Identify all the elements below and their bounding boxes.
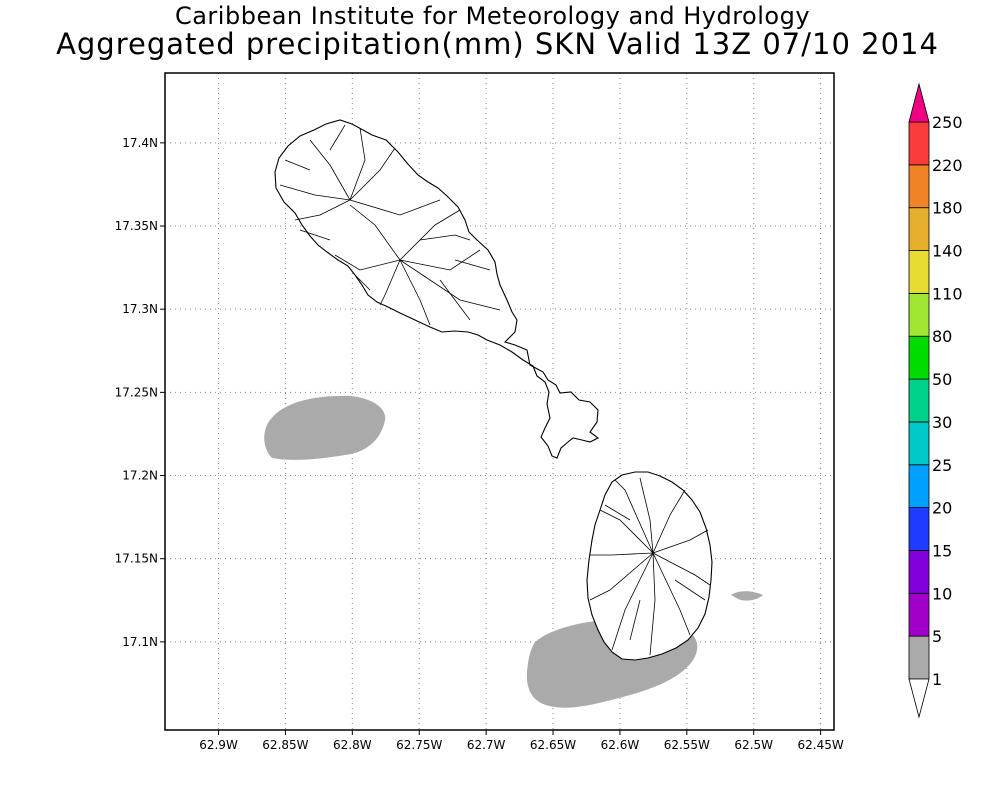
- latitude-tick-labels: 17.4N 17.35N 17.3N 17.25N 17.2N 17.15N 17.1N: [115, 136, 165, 649]
- lon-tick-label: 62.55W: [664, 738, 710, 752]
- colorbar-label: 30: [932, 413, 952, 432]
- lat-tick-label: 17.35N: [115, 219, 158, 233]
- lat-tick-label: 17.15N: [115, 552, 158, 566]
- colorbar-segment: [908, 378, 930, 423]
- lon-tick-label: 62.65W: [530, 738, 576, 752]
- colorbar-segment: [908, 164, 930, 209]
- colorbar-label: 15: [932, 541, 952, 560]
- colorbar-segment: [908, 292, 930, 337]
- lat-tick-label: 17.25N: [115, 385, 158, 399]
- lat-tick-label: 17.1N: [122, 635, 158, 649]
- island-saint-kitts: [274, 119, 600, 459]
- lon-tick-label: 62.6W: [601, 738, 640, 752]
- lon-tick-label: 62.5W: [734, 738, 773, 752]
- chart-subtitle: Aggregated precipitation(mm) SKN Valid 1…: [56, 27, 939, 61]
- chart-title: Caribbean Institute for Meteorology and …: [174, 2, 811, 30]
- colorbar-segment: [908, 335, 930, 380]
- colorbar-label: 50: [932, 370, 952, 389]
- colorbar-label: 110: [932, 284, 963, 303]
- colorbar-segment: [908, 121, 930, 166]
- lat-tick-label: 17.3N: [122, 302, 158, 316]
- colorbar-segment: [908, 464, 930, 509]
- lon-tick-label: 62.75W: [396, 738, 442, 752]
- colorbar-label: 140: [932, 242, 963, 261]
- colorbar-segment: [908, 250, 930, 294]
- precip-area-west: [264, 395, 386, 460]
- colorbar-segment: [908, 507, 930, 551]
- colorbar-segment: [908, 550, 930, 594]
- colorbar-segment: [908, 592, 930, 637]
- plot-frame: [164, 72, 835, 731]
- colorbar-label: 5: [932, 627, 942, 646]
- lon-tick-label: 62.85W: [262, 738, 308, 752]
- island-nevis: [586, 471, 713, 661]
- colorbar-segment: [908, 207, 930, 251]
- lon-tick-label: 62.9W: [199, 738, 238, 752]
- colorbar-label: 180: [932, 199, 963, 218]
- lon-tick-label: 62.7W: [467, 738, 506, 752]
- colorbar-label: 20: [932, 499, 952, 518]
- colorbar-label: 1: [932, 670, 942, 689]
- precip-area-east: [731, 591, 763, 601]
- colorbar-label: 80: [932, 327, 952, 346]
- colorbar-label: 220: [932, 156, 963, 175]
- grid-lines: [165, 73, 834, 730]
- colorbar-top-arrow: [908, 82, 930, 123]
- colorbar-label: 250: [932, 113, 963, 132]
- colorbar-bottom-arrow: [908, 678, 930, 719]
- longitude-tick-labels: 62.9W 62.85W 62.8W 62.75W 62.7W 62.65W 62.6W 62…: [199, 730, 844, 752]
- watershed-lines-nevis: [589, 477, 711, 656]
- lat-tick-label: 17.2N: [122, 469, 158, 483]
- island-outlines: [274, 119, 713, 661]
- colorbar-label: 10: [932, 584, 952, 603]
- lon-tick-label: 62.8W: [333, 738, 372, 752]
- colorbar-segment: [908, 421, 930, 466]
- lon-tick-label: 62.45W: [798, 738, 844, 752]
- colorbar-label: 25: [932, 456, 952, 475]
- colorbar-segment: [908, 635, 930, 680]
- lat-tick-label: 17.4N: [122, 136, 158, 150]
- watershed-lines-kitts: [279, 124, 501, 326]
